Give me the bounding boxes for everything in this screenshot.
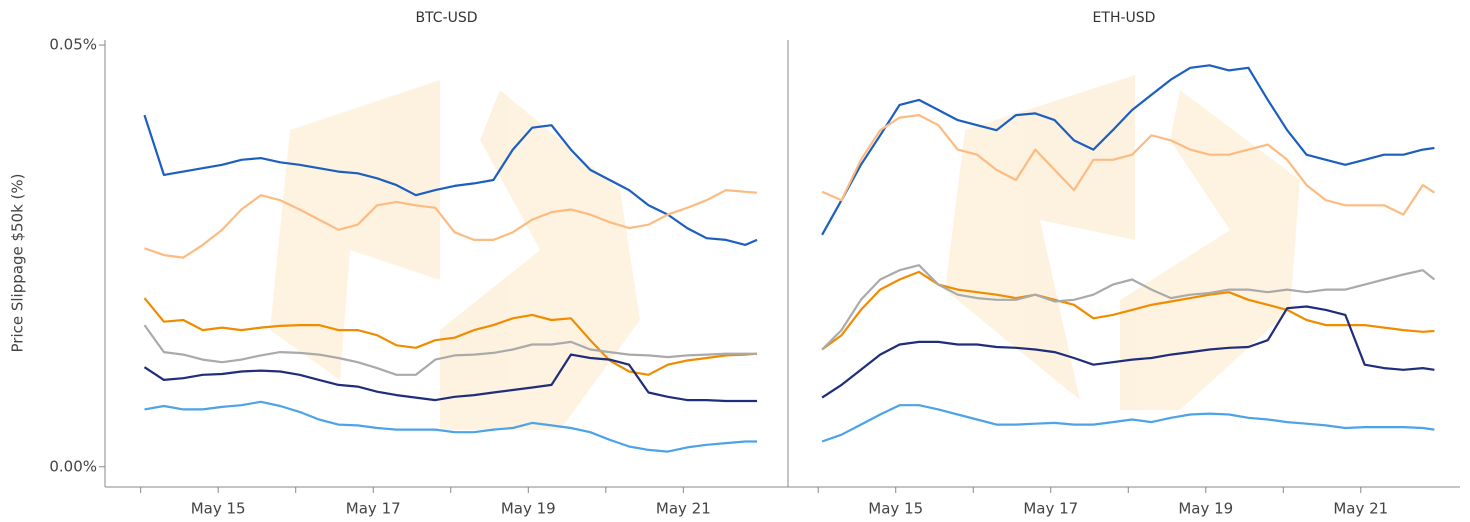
panel-title: BTC-USD [415, 10, 477, 26]
x-tick-label: May 21 [656, 500, 711, 518]
panel-title: ETH-USD [1093, 10, 1156, 26]
series-line [821, 64, 1435, 236]
series-line [821, 270, 1435, 351]
x-tick-label: May 15 [191, 500, 246, 518]
x-tick-label: May 17 [1023, 500, 1078, 518]
series-line [821, 114, 1436, 216]
series-line [821, 404, 1435, 443]
x-tick-label: May 17 [346, 500, 401, 518]
x-tick-label: May 19 [1178, 500, 1233, 518]
y-tick-label: 0.00% [49, 457, 97, 475]
series-line [144, 400, 757, 453]
series-line [821, 264, 1436, 351]
series-line [143, 324, 757, 376]
series-line [143, 114, 758, 246]
x-tick-label: May 19 [501, 500, 556, 518]
x-tick-label: May 15 [868, 500, 923, 518]
series-line [143, 297, 758, 376]
y-axis-label: Price Slippage $50k (%) [9, 173, 27, 352]
watermark [270, 75, 1300, 430]
y-tick-label: 0.05% [49, 36, 97, 54]
x-tick-label: May 21 [1333, 500, 1388, 518]
series-line [143, 353, 757, 403]
series-line [821, 305, 1435, 399]
series-line [144, 189, 758, 259]
